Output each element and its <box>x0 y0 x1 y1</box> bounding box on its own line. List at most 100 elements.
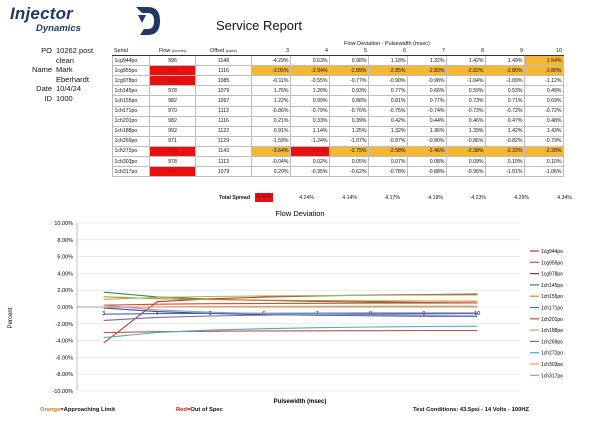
cell-serial: 1ch303po <box>112 156 150 168</box>
cell-deviation: 0.59% <box>446 85 486 97</box>
legend-label: 1ch269po <box>541 339 563 345</box>
cell-deviation: -1.01% <box>485 166 525 178</box>
cell-offset: 1113 <box>195 105 252 117</box>
brand-line1: Injector <box>10 4 74 23</box>
cell-deviation: 0.71% <box>485 95 525 107</box>
cell-deviation: -1.12% <box>524 75 564 87</box>
cell-deviation: 0.05% <box>329 156 369 168</box>
cell-serial: 1ch145po <box>112 85 150 97</box>
info-value: 10/4/24 <box>56 84 82 94</box>
cell-deviation: 0.07% <box>368 156 408 168</box>
table-row: 1cg944po 996 1148 -4.29% 0.63% 0.98% 1.18% 1.32… <box>112 55 564 67</box>
cell-deviation: -0.86% <box>251 105 291 117</box>
cell-deviation: -0.88% <box>407 166 447 178</box>
cell-deviation: 0.42% <box>368 115 408 127</box>
cell-deviation: 0.10% <box>485 156 525 168</box>
total-spread-value: 4.24% <box>299 194 314 201</box>
table-row: 1ch188po 992 1122 0.91% 1.14% 1.25% 1.32% 1.36%… <box>112 125 564 137</box>
cell-deviation: 0.10% <box>524 156 564 168</box>
total-spread-value: 4.34% <box>557 194 572 201</box>
cell-deviation: 1.43% <box>524 125 564 137</box>
cell-deviation: -0.86% <box>446 135 486 147</box>
cell-offset: 1122 <box>195 125 252 137</box>
info-key: Name <box>31 65 52 75</box>
cell-deviation: -0.72% <box>524 105 564 117</box>
cell-deviation: -0.73% <box>446 105 486 117</box>
y-tick-label: 2.00% <box>57 288 73 294</box>
cell-deviation: -0.72% <box>485 105 525 117</box>
cell-deviation: -2.32% <box>485 145 525 158</box>
cell-deviation: 1.20% <box>290 85 330 97</box>
cell-serial: 1ch317po <box>112 166 150 178</box>
flow-deviation-chart: Flow Deviation Percent Pulsewidth (msec)… <box>8 209 563 405</box>
cell-serial: 1ch155po <box>112 95 150 107</box>
col-flow-label: Flow <box>158 47 171 54</box>
total-spread-value: 4.17% <box>385 194 400 201</box>
cell-deviation: -2.46% <box>407 145 447 158</box>
y-tick-label: 4.00% <box>57 271 73 277</box>
cell-offset: 1143 <box>195 145 252 158</box>
info-key: ID <box>44 93 53 103</box>
cell-deviation: -2.80% <box>485 65 525 77</box>
col-pw-9: 9 <box>485 46 525 57</box>
cell-deviation: -0.35% <box>290 166 330 178</box>
cell-serial: 1ch272po <box>112 145 150 158</box>
chart-ylabel: Percent <box>8 307 14 328</box>
cell-deviation: -2.83% <box>407 65 447 77</box>
table-row: 1cg978po 983 1085 -0.11% -0.55% -0.77% -0.90% -… <box>112 75 564 87</box>
legend-label: 1ch171po <box>541 306 563 312</box>
cell-serial: 1cg978po <box>112 75 150 87</box>
cell-deviation: -2.28% <box>524 145 564 158</box>
cell-deviation: 0.08% <box>407 156 447 168</box>
total-spread-label: Total Spread <box>218 194 250 201</box>
cell-deviation: -0.11% <box>251 75 291 87</box>
cell-deviation: -0.77% <box>329 75 369 87</box>
col-offset-unit: (usec) <box>225 47 237 53</box>
series-line-1ch269po <box>103 313 478 321</box>
cell-deviation: -0.75% <box>368 105 408 117</box>
table-row: 1ch171po 970 1113 -0.86% -0.79% -0.76% -0.75% -… <box>112 105 564 117</box>
cell-deviation: 0.66% <box>407 85 447 97</box>
cell-deviation: -2.82% <box>446 65 486 77</box>
cell-deviation: 1.36% <box>407 125 447 137</box>
cell-offset: 1097 <box>195 95 252 107</box>
cell-deviation: -0.55% <box>290 75 330 87</box>
cell-deviation: 0.77% <box>407 95 447 107</box>
chart-series-group <box>103 291 478 344</box>
cell-deviation: -0.79% <box>290 105 330 117</box>
cell-flow: 971 <box>149 135 196 147</box>
cell-deviation: 1.49% <box>485 55 525 67</box>
footer-red-label: Red <box>176 407 187 413</box>
cell-serial: 1ch201po <box>112 115 150 127</box>
table-row: 1ch201po 982 1116 0.21% 0.33% 0.39% 0.42% 0.44%… <box>112 115 564 127</box>
cell-deviation: 1.32% <box>368 125 408 137</box>
cell-deviation: -0.98% <box>407 75 447 87</box>
cell-deviation: 1.39% <box>446 125 486 137</box>
cell-deviation: 0.91% <box>251 125 291 137</box>
legend-label: 1ch155po <box>541 294 563 300</box>
col-offset: Offset (usec) <box>195 46 252 57</box>
table-row: 1ch317po 963 1079 0.20% -0.35% -0.62% -0.78% -0… <box>112 166 564 178</box>
flow-table: Serial Flow (cc/min) Offset (usec) 3 4 5… <box>112 46 564 178</box>
cell-serial: 1cg944po <box>112 55 150 67</box>
cell-deviation: 0.81% <box>368 95 408 107</box>
info-key: Date <box>36 84 52 94</box>
cell-deviation: -0.90% <box>407 135 447 147</box>
cell-flow: 983 <box>149 75 196 87</box>
legend-label: 1ch272po <box>541 351 563 357</box>
cell-deviation: -0.04% <box>251 156 291 168</box>
chart-title: Flow Deviation <box>275 209 324 218</box>
legend-label: 1ch145po <box>541 283 563 289</box>
cell-deviation: 0.39% <box>329 115 369 127</box>
cell-deviation: 1.25% <box>329 125 369 137</box>
col-pw-3: 3 <box>251 46 291 57</box>
cell-deviation: 0.63% <box>290 55 330 67</box>
table-header-row: Serial Flow (cc/min) Offset (usec) 3 4 5… <box>112 46 564 57</box>
cell-deviation: 0.02% <box>290 156 330 168</box>
table-row: 1ch155po 982 1097 1.22% 0.99% 0.88% 0.81% 0.77%… <box>112 95 564 107</box>
cell-serial: 1cg955po <box>112 65 150 77</box>
chart-legend: 1cg944po 1cg955po 1cg978po 1ch145po 1ch155po… <box>530 249 563 379</box>
cell-deviation: 0.09% <box>446 156 486 168</box>
chart-axes: -10.00% -8.00% -6.00% -4.00% -2.00% 0.00% 2.00… <box>53 221 481 395</box>
y-tick-label: -2.00% <box>56 322 74 328</box>
